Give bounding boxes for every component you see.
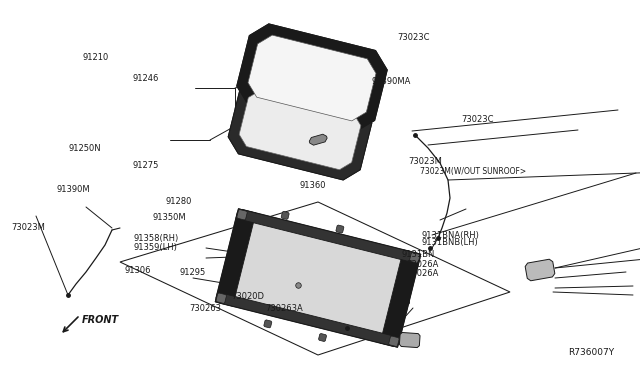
Polygon shape [399, 333, 420, 347]
Text: 91360: 91360 [300, 181, 326, 190]
Polygon shape [228, 80, 372, 180]
Text: 730263: 730263 [189, 304, 221, 312]
Text: 91246: 91246 [132, 74, 159, 83]
Polygon shape [236, 209, 421, 264]
Text: 73023C: 73023C [397, 33, 429, 42]
Polygon shape [216, 210, 420, 346]
Text: 73020D: 73020D [232, 292, 265, 301]
Polygon shape [237, 209, 247, 220]
Text: 73023M(W/OUT SUNROOF>: 73023M(W/OUT SUNROOF> [420, 167, 526, 176]
Text: 91350M: 91350M [152, 213, 186, 222]
Polygon shape [380, 250, 421, 347]
Text: 9131BNA(RH): 9131BNA(RH) [421, 231, 479, 240]
Text: 73026A: 73026A [406, 269, 439, 278]
Text: 9131BN: 9131BN [402, 250, 435, 259]
Polygon shape [248, 35, 376, 121]
Text: 91275: 91275 [132, 161, 159, 170]
Polygon shape [410, 253, 420, 263]
Text: 91358(RH): 91358(RH) [133, 234, 179, 243]
Polygon shape [281, 211, 289, 219]
Text: 91306: 91306 [125, 266, 151, 275]
Text: 73023C: 73023C [461, 115, 493, 124]
Polygon shape [215, 209, 256, 306]
Polygon shape [264, 320, 272, 328]
Text: 91390MA: 91390MA [371, 77, 411, 86]
Text: FRONT: FRONT [82, 315, 119, 325]
Text: 73023M: 73023M [12, 223, 45, 232]
Polygon shape [215, 292, 400, 347]
Text: 91210: 91210 [83, 53, 109, 62]
Text: 730263A: 730263A [266, 304, 303, 312]
Text: 91390M: 91390M [56, 185, 90, 194]
Text: R736007Y: R736007Y [568, 348, 614, 357]
Text: 91359(LH): 91359(LH) [133, 243, 177, 252]
Polygon shape [388, 336, 399, 346]
Text: 91295: 91295 [179, 268, 205, 277]
Polygon shape [309, 134, 327, 145]
Polygon shape [239, 90, 361, 170]
Polygon shape [228, 80, 372, 180]
Polygon shape [237, 24, 387, 132]
Text: 73026A: 73026A [406, 260, 439, 269]
Polygon shape [237, 24, 387, 132]
Polygon shape [216, 293, 227, 304]
Polygon shape [336, 225, 344, 233]
Polygon shape [319, 334, 326, 341]
Text: 73023M: 73023M [408, 157, 442, 166]
Text: 9131BNB(LH): 9131BNB(LH) [421, 238, 478, 247]
Text: 91280: 91280 [165, 197, 191, 206]
Text: 91250N: 91250N [68, 144, 101, 153]
Polygon shape [525, 259, 555, 281]
